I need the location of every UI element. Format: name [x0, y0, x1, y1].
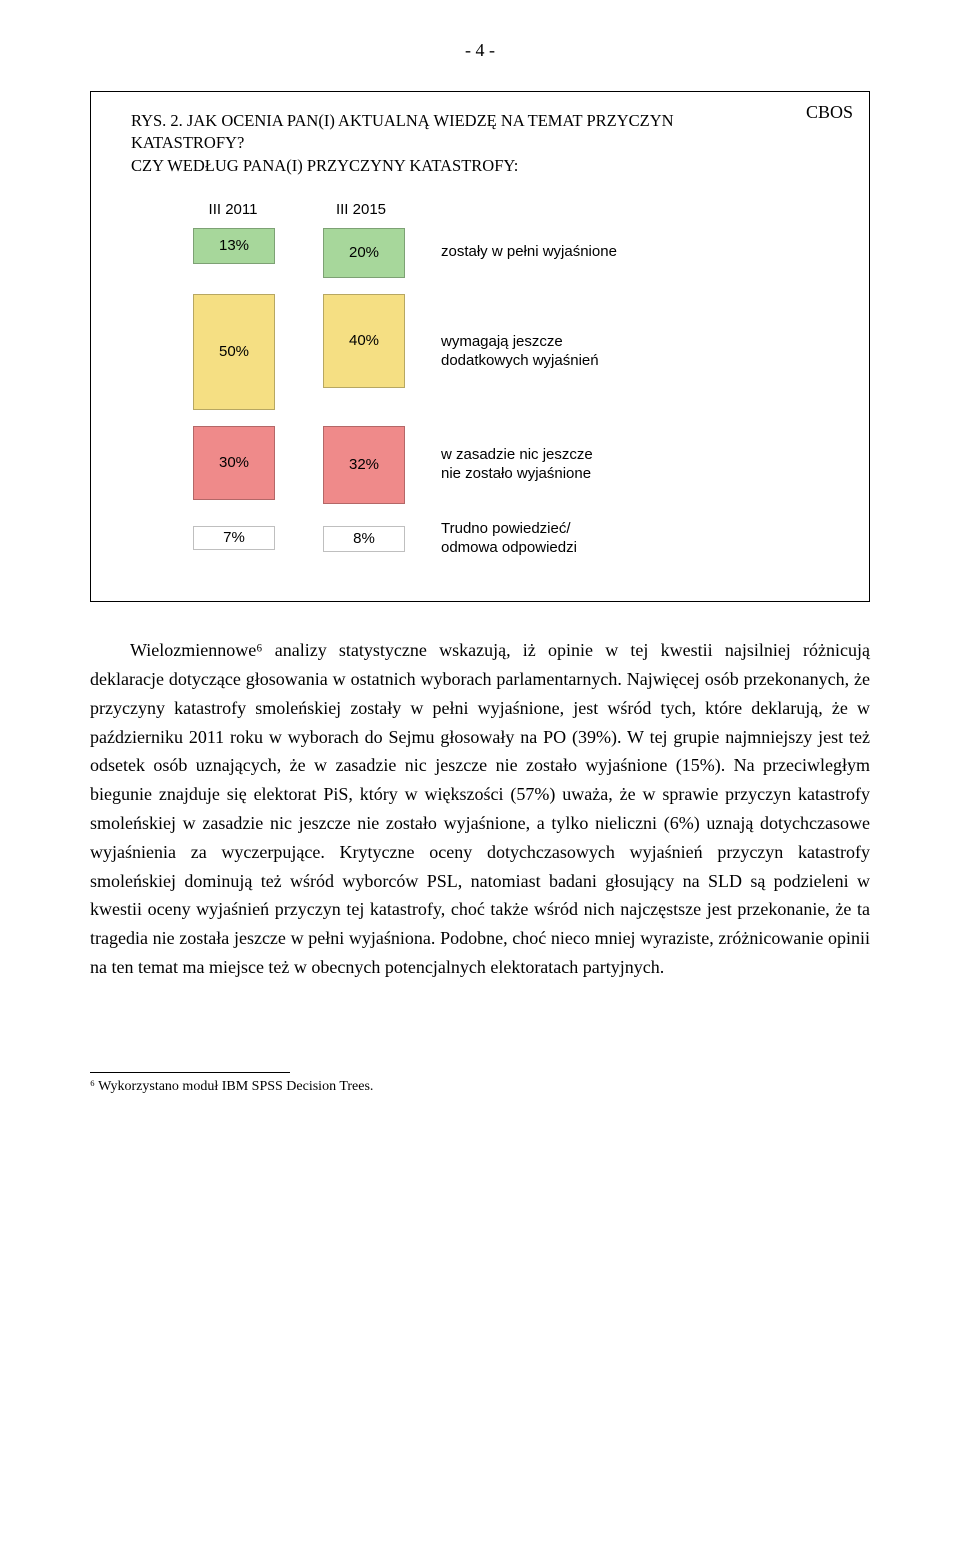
figure-title-line1: RYS. 2. JAK OCENIA PAN(I) AKTUALNĄ WIEDZ… — [131, 111, 674, 152]
page-number: - 4 - — [90, 40, 870, 61]
bar-2011: 30% — [193, 426, 275, 500]
bar-2015: 40% — [323, 294, 405, 388]
chart-row: 13% 20% zostały w pełni wyjaśnione — [131, 228, 829, 278]
row-label: Trudno powiedzieć/odmowa odpowiedzi — [441, 520, 577, 558]
chart-row: 7% 8% Trudno powiedzieć/odmowa odpowiedzi — [131, 520, 829, 558]
row-label: wymagają jeszczedodatkowych wyjaśnień — [441, 333, 599, 371]
bar-2011: 50% — [193, 294, 275, 410]
bar-2015: 8% — [323, 526, 405, 552]
bar-2015: 20% — [323, 228, 405, 278]
bar-2011: 13% — [193, 228, 275, 264]
chart-rows: 13% 20% zostały w pełni wyjaśnione 50% 40% wy… — [131, 228, 829, 558]
bar-2015: 32% — [323, 426, 405, 504]
bar-pair: 50% 40% — [193, 294, 405, 410]
chart-row: 30% 32% w zasadzie nic jeszczenie zostało … — [131, 426, 829, 504]
footnote-separator — [90, 1072, 290, 1073]
chart-row: 50% 40% wymagają jeszczedodatkowych wyjaśn… — [131, 294, 829, 410]
body-paragraph: Wielozmiennowe⁶ analizy statystyczne wsk… — [90, 636, 870, 982]
col2-header: III 2015 — [321, 201, 401, 218]
footnote: ⁶ Wykorzystano moduł IBM SPSS Decision T… — [90, 1079, 870, 1095]
bar-pair: 30% 32% — [193, 426, 405, 504]
bar-2011: 7% — [193, 526, 275, 550]
para-text: Wielozmiennowe⁶ analizy statystyczne wsk… — [90, 636, 870, 982]
col1-header: III 2011 — [193, 201, 273, 218]
figure-box: CBOS RYS. 2. JAK OCENIA PAN(I) AKTUALNĄ … — [90, 91, 870, 602]
row-label: w zasadzie nic jeszczenie zostało wyjaśn… — [441, 446, 593, 484]
row-label: zostały w pełni wyjaśnione — [441, 243, 617, 262]
bar-pair: 13% 20% — [193, 228, 405, 278]
cbos-label: CBOS — [806, 102, 853, 123]
bar-pair: 7% 8% — [193, 526, 405, 552]
figure-title: RYS. 2. JAK OCENIA PAN(I) AKTUALNĄ WIEDZ… — [131, 110, 829, 177]
column-headers: III 2011 III 2015 — [193, 201, 829, 218]
figure-title-line2: CZY WEDŁUG PANA(I) PRZYCZYNY KATASTROFY: — [131, 156, 518, 175]
